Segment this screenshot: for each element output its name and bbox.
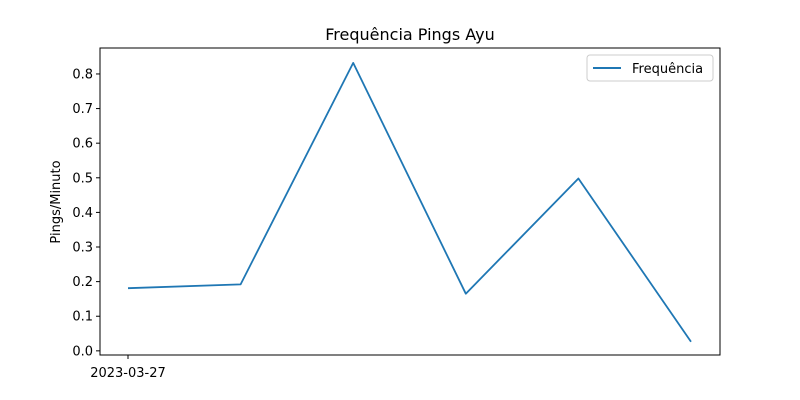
legend-box (586, 54, 714, 82)
y-tick-label: 0.5 (72, 171, 93, 186)
y-axis-label: Pings/Minuto (49, 160, 64, 243)
plot-area-frame (99, 47, 721, 356)
legend: Frequência (586, 54, 714, 82)
y-tick-label: 0.2 (72, 275, 93, 290)
y-tick-label: 0.6 (72, 137, 93, 152)
y-tick-label: 0.0 (72, 344, 93, 359)
x-tick-label: 2023-03-27 (90, 366, 166, 381)
series-layer (127, 62, 692, 343)
y-tick-label: 0.1 (72, 310, 93, 325)
y-tick-label: 0.7 (72, 102, 93, 117)
chart-title: Frequência Pings Ayu (325, 25, 494, 44)
legend-label-frequencia: Frequência (632, 62, 703, 77)
y-tick-label: 0.3 (72, 241, 93, 256)
y-axis: 0.0 0.1 0.2 0.3 0.4 0.5 0.6 0.7 0.8 (72, 67, 100, 359)
y-tick-label: 0.8 (72, 67, 93, 82)
series-line-frequencia (127, 62, 692, 343)
x-axis: 2023-03-27 (90, 355, 166, 381)
y-tick-label: 0.4 (72, 206, 93, 221)
